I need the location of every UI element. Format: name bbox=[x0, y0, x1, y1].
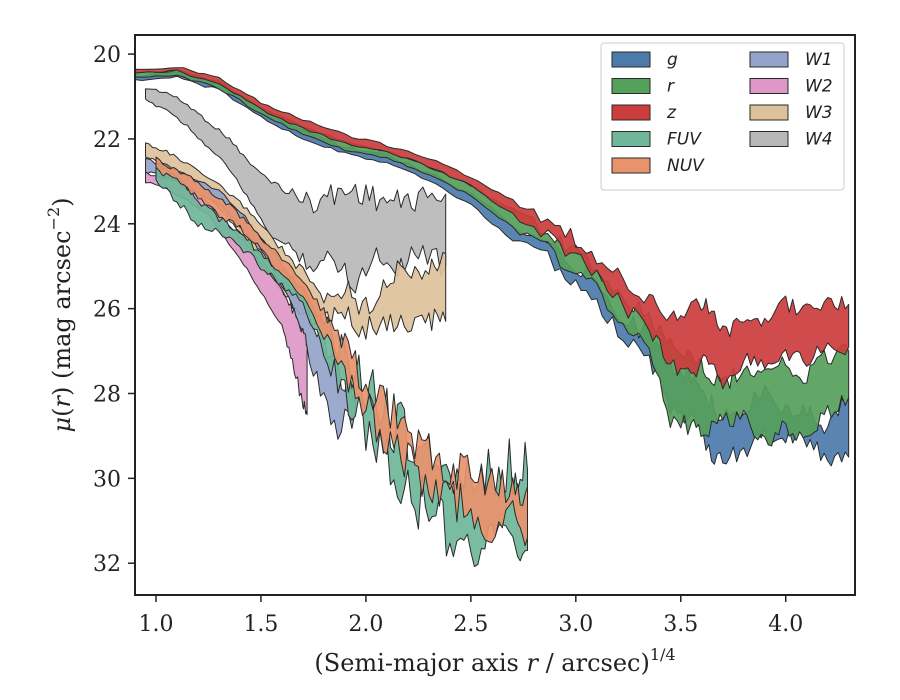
series-layer bbox=[134, 67, 850, 567]
legend-swatch-w3 bbox=[749, 104, 789, 121]
legend-label-z: z bbox=[666, 103, 677, 123]
y-tick-label: 22 bbox=[93, 128, 121, 153]
x-tick-label: 3.5 bbox=[663, 612, 698, 637]
legend-label-nuv: NUV bbox=[667, 156, 705, 176]
legend-label-w4: W4 bbox=[805, 130, 833, 150]
y-tick-label: 24 bbox=[93, 213, 121, 238]
y-tick-label: 26 bbox=[93, 298, 121, 323]
legend-label-r: r bbox=[667, 77, 675, 97]
legend-swatch-nuv bbox=[611, 157, 651, 174]
series-band-nuv bbox=[155, 156, 528, 547]
y-tick-label: 20 bbox=[93, 43, 121, 68]
legend: grz FUV NUV W1 W2 W3 W4 bbox=[600, 42, 845, 191]
x-tick-label: 1.5 bbox=[243, 612, 278, 637]
x-axis: 1.0 1.5 2.0 2.5 3.0 3.5 4.0 bbox=[138, 595, 803, 637]
legend-label-w3: W3 bbox=[805, 103, 833, 123]
legend-swatch-z bbox=[611, 104, 651, 121]
y-tick-label: 28 bbox=[93, 382, 121, 407]
legend-label-w1: W1 bbox=[805, 50, 833, 70]
y-axis-label: μ(r) (mag arcsec−2) bbox=[44, 197, 76, 432]
legend-swatch-r bbox=[611, 78, 651, 94]
x-tick-label: 1.0 bbox=[138, 612, 173, 637]
x-tick-label: 3.0 bbox=[558, 612, 593, 637]
y-tick-label: 32 bbox=[93, 552, 121, 577]
y-tick-label: 30 bbox=[93, 467, 121, 492]
legend-swatch-w1 bbox=[749, 51, 789, 68]
y-axis: 20 22 24 26 28 30 32 bbox=[93, 43, 135, 577]
legend-swatch-fuv bbox=[611, 131, 651, 147]
series-band-z bbox=[134, 67, 850, 390]
legend-swatch-w4 bbox=[749, 131, 789, 147]
legend-label-fuv: FUV bbox=[667, 130, 702, 150]
x-axis-label: (Semi-major axis r / arcsec)1/4 bbox=[314, 645, 675, 677]
legend-swatch-w2 bbox=[749, 78, 789, 94]
x-tick-label: 2.0 bbox=[348, 612, 383, 637]
x-tick-label: 2.5 bbox=[453, 612, 488, 637]
series-band-w2 bbox=[145, 171, 308, 416]
legend-label-g: g bbox=[667, 50, 678, 70]
x-tick-label: 4.0 bbox=[768, 612, 803, 637]
legend-swatch-g bbox=[611, 51, 651, 68]
legend-label-w2: W2 bbox=[805, 77, 833, 97]
plot-frame bbox=[134, 34, 856, 596]
